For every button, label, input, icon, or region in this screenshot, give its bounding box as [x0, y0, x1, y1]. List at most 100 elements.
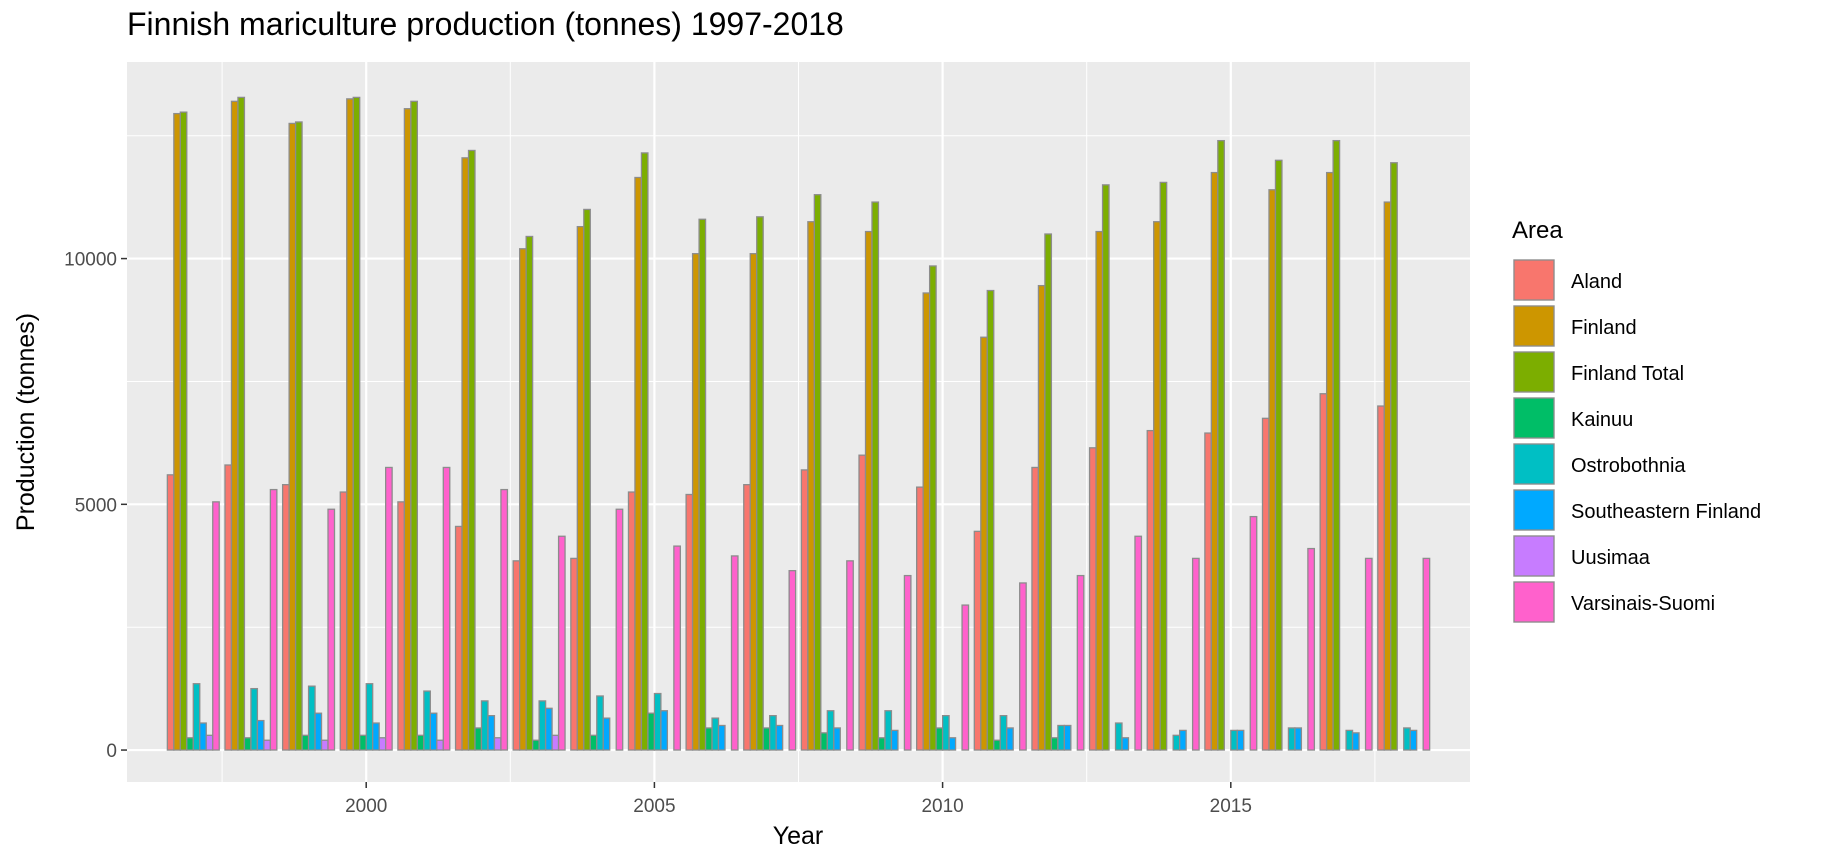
bar [1261, 417, 1270, 751]
bar [711, 717, 720, 751]
bar [230, 100, 239, 751]
bar [1101, 184, 1110, 751]
bar [1050, 737, 1059, 751]
bar [615, 508, 624, 751]
bar [884, 710, 893, 751]
bar [346, 98, 354, 751]
bar [1088, 447, 1097, 751]
chart-title: Finnish mariculture production (tonnes) … [127, 6, 844, 42]
bar [493, 737, 502, 751]
bar [372, 722, 380, 751]
bar [647, 712, 656, 751]
bar [800, 469, 809, 751]
bars [166, 96, 1431, 751]
bar [730, 555, 739, 751]
bar [212, 501, 220, 751]
bar [199, 722, 207, 751]
bar [980, 336, 988, 751]
legend-swatch [1513, 535, 1555, 577]
bar [365, 683, 374, 751]
legend-title: Area [1512, 217, 1563, 244]
bar [826, 710, 835, 751]
bar [237, 96, 246, 751]
bar [288, 122, 297, 751]
bar [583, 208, 591, 751]
bar [1121, 737, 1130, 751]
bar [487, 715, 496, 751]
bar [1403, 727, 1411, 751]
bar [1268, 189, 1277, 751]
bar [1172, 734, 1181, 751]
bar [833, 727, 841, 751]
bar [1377, 405, 1385, 751]
bar [1230, 729, 1238, 751]
legend-label: Aland [1571, 271, 1622, 293]
bar [538, 700, 547, 751]
x-tick-label: 2015 [1210, 796, 1252, 817]
bar [1044, 233, 1053, 751]
legend-swatch [1513, 351, 1555, 393]
bar [775, 724, 784, 751]
legend-swatch [1513, 259, 1555, 301]
bar [320, 739, 329, 751]
bar [551, 734, 560, 751]
bar [416, 734, 425, 751]
bar [993, 739, 1001, 751]
legend-swatch [1513, 443, 1555, 485]
bar [512, 560, 521, 751]
bar [442, 466, 451, 751]
bar [352, 96, 361, 751]
bar [1019, 582, 1027, 751]
bar [250, 687, 259, 751]
bar [467, 149, 476, 751]
bar [397, 501, 406, 751]
bar [877, 737, 886, 751]
bar [1134, 535, 1143, 751]
bar [743, 484, 751, 751]
bar [531, 739, 540, 751]
bar [717, 724, 726, 751]
bar [1178, 729, 1187, 751]
bar [500, 488, 509, 751]
bar [1146, 429, 1155, 751]
bar [756, 216, 764, 751]
bar [173, 112, 181, 751]
bar [813, 194, 822, 751]
legend-swatch [1513, 581, 1555, 623]
bar [685, 493, 694, 751]
bar [1345, 729, 1354, 751]
bar [1274, 159, 1283, 751]
bar [1006, 727, 1014, 751]
bar [627, 491, 636, 751]
bar [480, 700, 489, 751]
bar [634, 176, 643, 751]
bar [454, 525, 463, 751]
bar [1409, 729, 1418, 751]
bar [544, 707, 553, 751]
bar [294, 121, 303, 751]
bar [281, 484, 290, 751]
bar [640, 152, 649, 751]
bar [327, 508, 336, 751]
legend-label: Uusimaa [1571, 547, 1651, 569]
x-axis: 2000 2005 2010 2015 [345, 782, 1252, 817]
bar [576, 225, 585, 751]
bar [602, 717, 611, 751]
grid-lines [127, 62, 1470, 782]
bar [769, 715, 777, 751]
bar [1364, 557, 1373, 751]
bar [916, 486, 924, 751]
bar [179, 111, 188, 751]
bar [301, 734, 310, 751]
bar [704, 727, 713, 751]
bar [922, 292, 931, 751]
y-tick-label: 5000 [75, 495, 117, 516]
x-tick-label: 2010 [921, 796, 963, 817]
bar [519, 248, 527, 751]
bar [1031, 466, 1040, 751]
bar [820, 732, 828, 751]
bar [871, 201, 880, 751]
bar [1351, 732, 1360, 751]
y-axis-title: Production (tonnes) [12, 313, 40, 531]
